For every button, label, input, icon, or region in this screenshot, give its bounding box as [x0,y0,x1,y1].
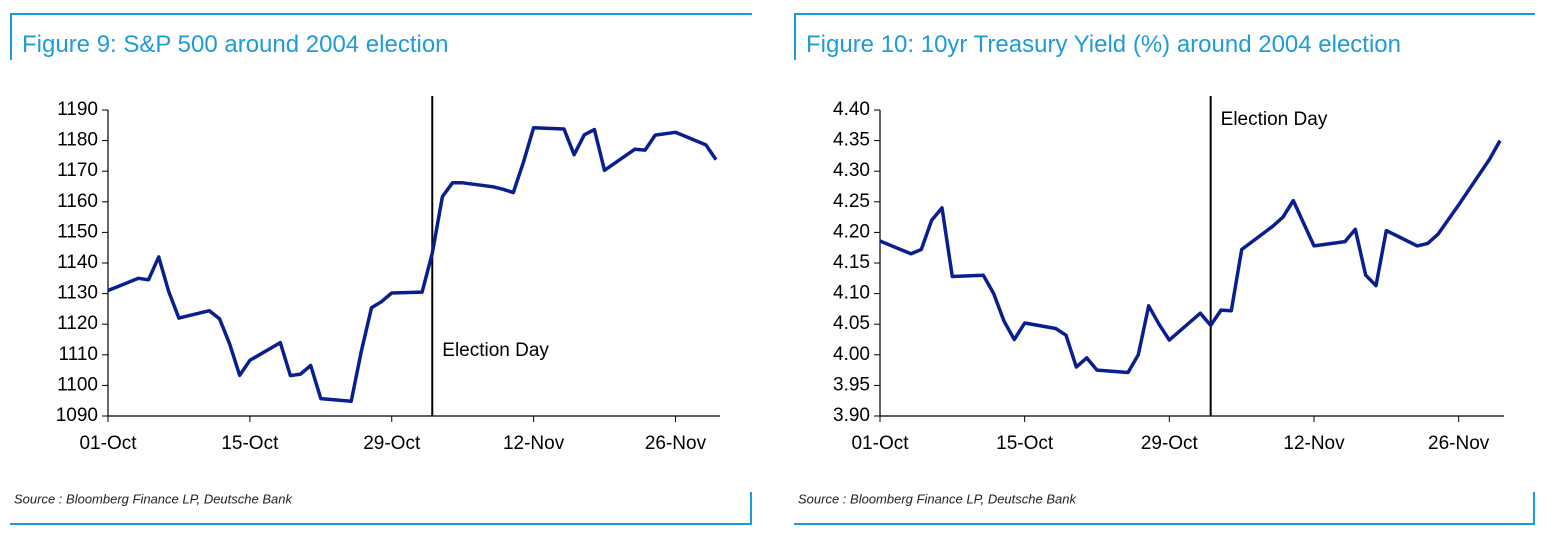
y-tick-label: 1100 [57,374,98,395]
y-tick-label: 4.40 [833,99,870,120]
annotation: Election Day [1221,109,1328,130]
y-tick-label: 4.20 [833,221,870,242]
x-tick-label: 01-Oct [79,433,137,454]
y-tick-label: 1180 [57,130,98,151]
y-tick-label: 1190 [57,99,98,120]
chart-title: Figure 9: S&P 500 around 2004 election [22,31,449,58]
y-tick-label: 1120 [57,313,98,334]
chart-title: Figure 10: 10yr Treasury Yield (%) aroun… [806,31,1401,58]
x-tick-label: 29-Oct [363,433,421,454]
x-tick-label: 15-Oct [996,433,1054,454]
annotation: Election Day [442,340,549,361]
x-tick-label: 12-Nov [503,433,565,454]
y-tick-label: 4.05 [833,313,870,334]
x-tick-label: 26-Nov [1428,433,1490,454]
y-tick-label: 3.90 [833,405,870,426]
y-tick-label: 4.00 [833,344,870,365]
y-tick-label: 1090 [56,405,98,426]
y-tick-label: 4.15 [833,252,870,273]
y-tick-label: 1130 [57,283,98,304]
y-tick-label: 4.10 [833,283,870,304]
y-tick-label: 1170 [57,160,98,181]
source: Source : Bloomberg Finance LP, Deutsche … [798,491,1077,506]
x-tick-label: 26-Nov [645,433,707,454]
y-tick-label: 4.35 [833,130,870,151]
y-tick-label: 3.95 [833,374,870,395]
x-tick-label: 12-Nov [1283,433,1345,454]
x-tick-label: 15-Oct [221,433,279,454]
series-line [107,125,718,404]
y-tick-label: 1110 [59,344,98,365]
y-tick-label: 1160 [57,191,98,212]
y-tick-label: 1150 [57,221,98,242]
y-tick-label: 4.30 [833,160,870,181]
x-tick-label: 29-Oct [1141,433,1199,454]
series-line [879,139,1502,375]
source: Source : Bloomberg Finance LP, Deutsche … [14,491,293,506]
y-tick-label: 1140 [57,252,98,273]
y-tick-label: 4.25 [833,191,870,212]
x-tick-label: 01-Oct [851,433,909,454]
